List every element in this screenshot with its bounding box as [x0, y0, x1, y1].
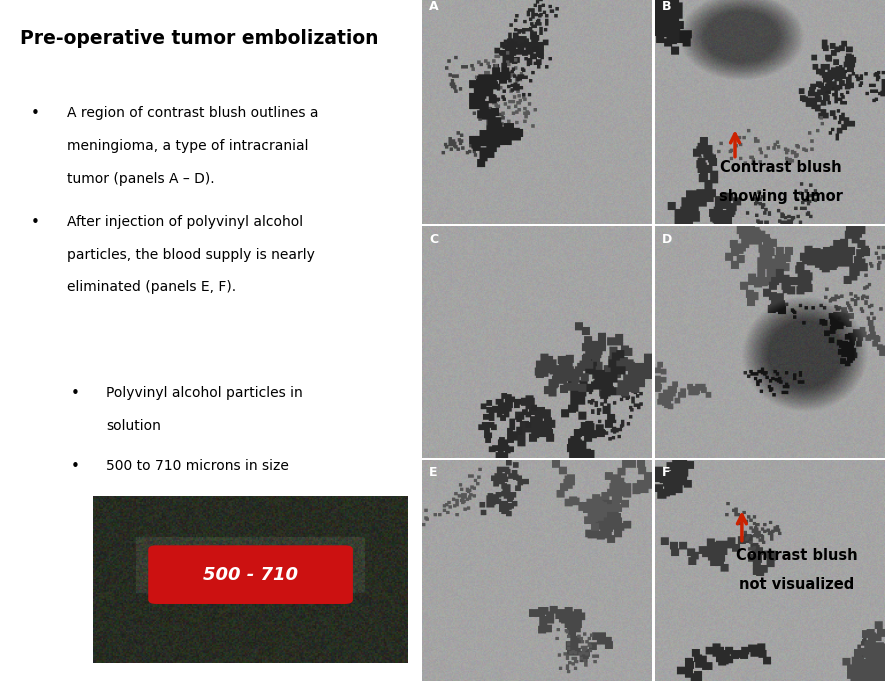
- Text: •: •: [71, 386, 80, 402]
- Text: A region of contrast blush outlines a: A region of contrast blush outlines a: [66, 106, 318, 120]
- Text: showing tumor: showing tumor: [719, 189, 842, 204]
- Text: particles, the blood supply is nearly: particles, the blood supply is nearly: [66, 248, 314, 261]
- Text: C: C: [429, 233, 438, 246]
- Text: solution: solution: [106, 419, 161, 433]
- Text: F: F: [661, 466, 669, 479]
- Text: •: •: [31, 106, 40, 121]
- Text: not visualized: not visualized: [739, 577, 854, 592]
- Text: Contrast blush: Contrast blush: [719, 159, 841, 174]
- Text: Polyvinyl alcohol particles in: Polyvinyl alcohol particles in: [106, 386, 303, 400]
- Text: meningioma, a type of intracranial: meningioma, a type of intracranial: [66, 139, 307, 153]
- Text: After injection of polyvinyl alcohol: After injection of polyvinyl alcohol: [66, 215, 302, 228]
- Text: D: D: [661, 233, 671, 246]
- Text: A: A: [429, 0, 439, 13]
- Text: 500 to 710 microns in size: 500 to 710 microns in size: [106, 459, 289, 473]
- Text: B: B: [661, 0, 670, 13]
- Text: •: •: [31, 215, 40, 230]
- Text: •: •: [71, 459, 80, 474]
- Text: eliminated (panels E, F).: eliminated (panels E, F).: [66, 280, 236, 294]
- Text: Contrast blush: Contrast blush: [735, 548, 857, 563]
- FancyBboxPatch shape: [148, 545, 353, 604]
- Text: 500 - 710: 500 - 710: [203, 566, 298, 583]
- Text: E: E: [429, 466, 437, 479]
- Text: tumor (panels A – D).: tumor (panels A – D).: [66, 172, 214, 185]
- Text: Pre-operative tumor embolization: Pre-operative tumor embolization: [19, 29, 377, 49]
